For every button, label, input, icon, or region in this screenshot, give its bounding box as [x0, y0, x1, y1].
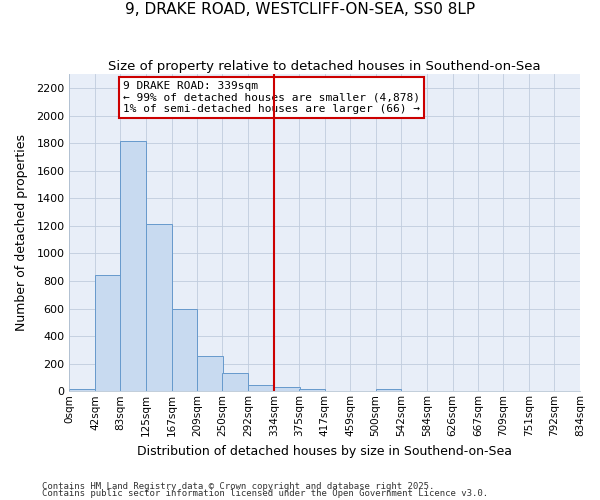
- Bar: [299, 388, 325, 392]
- Bar: [274, 388, 299, 392]
- Bar: [376, 389, 401, 392]
- X-axis label: Distribution of detached houses by size in Southend-on-Sea: Distribution of detached houses by size …: [137, 444, 512, 458]
- Bar: [223, 374, 248, 392]
- Bar: [120, 141, 146, 392]
- Text: Contains HM Land Registry data © Crown copyright and database right 2025.: Contains HM Land Registry data © Crown c…: [42, 482, 434, 491]
- Bar: [248, 386, 274, 392]
- Bar: [70, 388, 95, 392]
- Bar: [197, 356, 223, 392]
- Y-axis label: Number of detached properties: Number of detached properties: [15, 134, 28, 331]
- Text: Contains public sector information licensed under the Open Government Licence v3: Contains public sector information licen…: [42, 490, 488, 498]
- Title: Size of property relative to detached houses in Southend-on-Sea: Size of property relative to detached ho…: [109, 60, 541, 73]
- Text: 9, DRAKE ROAD, WESTCLIFF-ON-SEA, SS0 8LP: 9, DRAKE ROAD, WESTCLIFF-ON-SEA, SS0 8LP: [125, 2, 475, 18]
- Bar: [95, 275, 121, 392]
- Bar: [172, 308, 197, 392]
- Text: 9 DRAKE ROAD: 339sqm
← 99% of detached houses are smaller (4,878)
1% of semi-det: 9 DRAKE ROAD: 339sqm ← 99% of detached h…: [123, 81, 420, 114]
- Bar: [146, 224, 172, 392]
